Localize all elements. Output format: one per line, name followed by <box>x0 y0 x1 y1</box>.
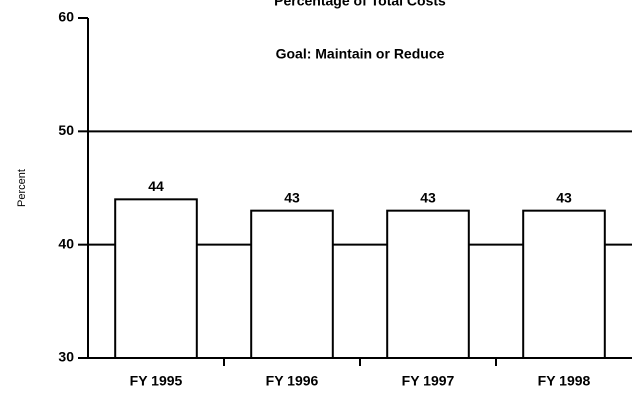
y-tick-label: 40 <box>58 235 74 251</box>
x-tick-label: FY 1995 <box>130 373 183 389</box>
data-label: 43 <box>420 189 436 205</box>
y-tick-label: 50 <box>58 122 74 138</box>
bar <box>114 198 198 359</box>
y-tick-label: 30 <box>58 349 74 365</box>
bar <box>522 209 606 359</box>
y-tick-label: 60 <box>58 9 74 25</box>
annotation: Goal: Maintain or Reduce <box>276 46 445 62</box>
chart-title: Percentage of Total Costs <box>274 0 446 9</box>
y-axis-label: Percent <box>16 169 28 207</box>
bar <box>250 209 334 359</box>
x-tick-label: FY 1998 <box>538 373 591 389</box>
data-label: 44 <box>148 178 164 194</box>
data-label: 43 <box>284 189 300 205</box>
data-label: 43 <box>556 189 572 205</box>
x-tick-label: FY 1997 <box>402 373 455 389</box>
x-tick-label: FY 1996 <box>266 373 319 389</box>
bar <box>386 209 470 359</box>
